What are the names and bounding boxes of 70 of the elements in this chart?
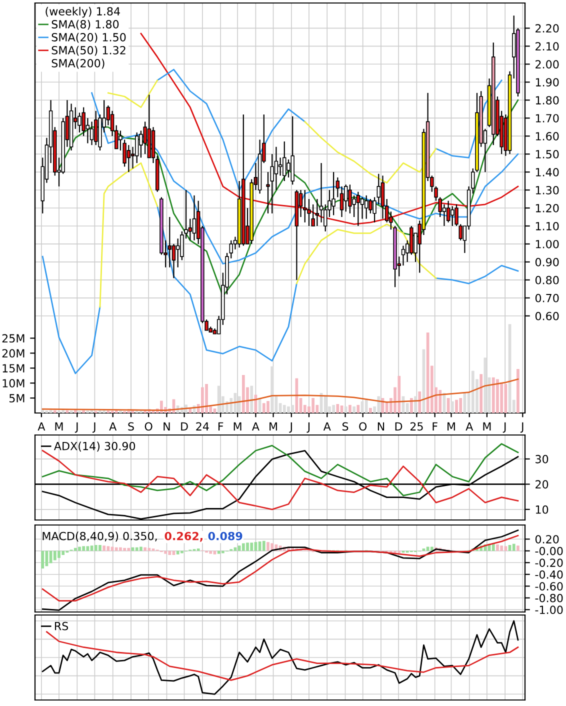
x-tick-label: J [520,422,524,433]
text: MACD(8,40,9) 0.350, [42,532,157,542]
y-tick-label: 20 [536,480,548,489]
y-tick-label: 1.00 [536,240,559,248]
y-tick-label: 1.70 [536,114,559,122]
y-tick-label: -0.80 [535,594,563,602]
y-tick-label: 1.30 [536,186,559,194]
y-tick-label: 2.10 [536,42,559,51]
y-tick-label: 5M [9,394,24,402]
x-tick-label: D [181,422,188,430]
y-tick-label: -0.20 [535,558,563,567]
x-tick-label: A [323,422,331,430]
y-tick-label: 10 [536,505,548,514]
x-tick-label: A [109,422,117,430]
y-tick-label: 0.80 [535,276,559,284]
legend-label: SMA(20) 1.50 [52,32,126,43]
y-tick-label: 30 [536,454,548,464]
y-tick-label: 25M [2,334,24,343]
text: 0.262, [164,532,202,542]
x-tick-label: N [164,422,170,430]
x-tick-label: A [466,422,474,430]
x-tick-label: J [306,422,310,433]
x-tick-label: S [342,422,348,431]
y-tick-label: 0.60 [535,312,559,320]
annotation: 0.089 [208,532,242,540]
x-tick-label: M [55,422,63,430]
y-tick-label: 15M [2,364,24,372]
x-tick-label: M [234,422,242,430]
x-tick-label: O [144,422,152,431]
x-tick-label: F [218,422,224,430]
legend-label: SMA(8) 1.80 [52,20,119,30]
y-tick-label: 20M [2,349,24,358]
x-tick-label: O [359,422,367,431]
y-tick-label: 0.20 [535,535,559,544]
y-tick-label: 1.80 [536,96,559,104]
x-tick-label: A [252,422,260,430]
x-tick-label: N [378,422,384,430]
y-tick-label: 1.60 [536,132,559,140]
legend-label: RS [54,622,68,630]
y-tick-label: 0.70 [535,294,559,302]
legend-label: SMA(50) 1.32 [52,46,126,56]
x-tick-label: 24 [196,422,209,430]
y-tick-label: 1.40 [536,168,559,176]
x-tick-label: S [128,422,134,431]
y-tick-label: -0.40 [535,570,563,579]
x-tick-label: J [92,422,96,433]
legend-title: (weekly) 1.84 [46,6,120,18]
y-tick-label: 1.90 [536,78,559,86]
y-tick-label: 2.00 [536,60,559,69]
x-tick-label: F [432,422,438,430]
x-tick-label: J [289,422,292,433]
x-tick-label: M [270,422,277,430]
y-tick-label: -0.00 [535,546,563,556]
annotation: SMA(200) [52,58,104,69]
y-tick-label: -1.00 [535,606,563,614]
y-tick-label: 0.90 [535,258,559,266]
y-tick-label: -0.60 [535,582,563,591]
x-tick-label: J [502,422,506,433]
x-tick-label: 25 [410,422,423,431]
x-tick-label: D [395,422,402,430]
legend-label: ADX(14) 30.90 [54,442,136,452]
x-tick-label: M [448,422,455,430]
y-tick-label: 1.20 [536,204,559,212]
y-tick-label: 10M [2,379,24,388]
y-tick-label: 1.50 [536,150,559,158]
x-tick-label: M [483,422,491,430]
x-tick-label: J [74,422,78,433]
y-tick-label: 1.10 [536,222,559,230]
x-tick-label: A [38,422,46,430]
y-tick-label: 2.20 [536,24,559,33]
